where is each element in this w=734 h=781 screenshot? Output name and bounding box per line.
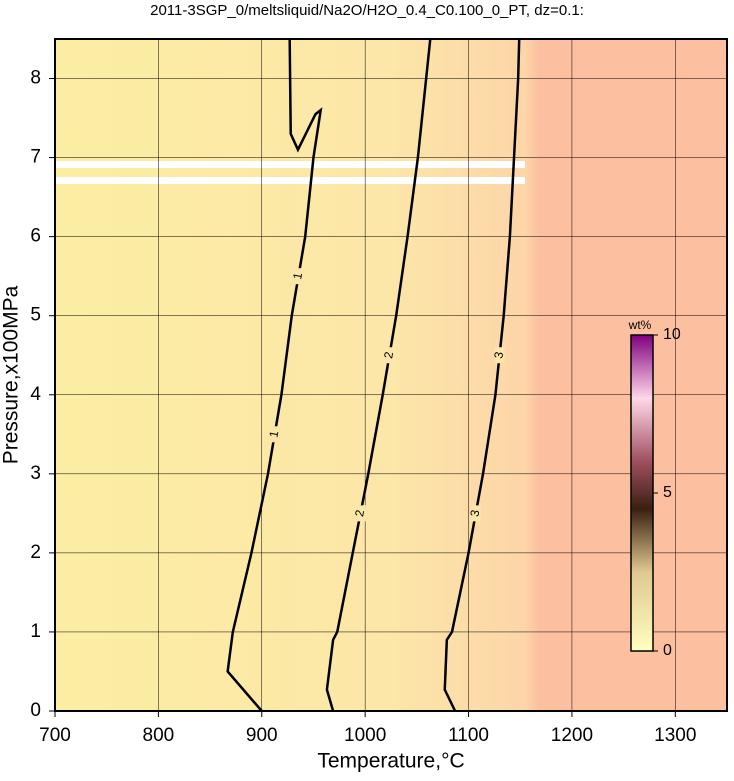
- contour-line: [443, 38, 521, 712]
- contour-label-bg: [269, 426, 280, 443]
- y-tick-label: 3: [30, 463, 41, 484]
- colorbar-tick-label: 0: [663, 642, 672, 659]
- missing-band: [55, 161, 525, 168]
- y-tick-label: 6: [30, 226, 41, 247]
- x-tick-label: 1200: [551, 725, 593, 746]
- plot-frame: [54, 38, 728, 712]
- colorbar-tick-label: 10: [663, 326, 681, 343]
- contour-label: 2: [352, 508, 367, 517]
- contour-label-bg: [470, 505, 481, 522]
- x-tick-label: 800: [143, 725, 175, 746]
- contour-label: 2: [381, 350, 396, 359]
- y-axis-label: Pressure,x100MPa: [0, 285, 23, 464]
- contour-label-bg: [384, 347, 395, 364]
- x-axis-label: Temperature,°C: [317, 750, 464, 773]
- x-tick-label: 1300: [654, 725, 696, 746]
- y-tick-label: 8: [30, 68, 41, 89]
- contour-label-bg: [355, 505, 366, 522]
- y-tick-label: 5: [30, 305, 41, 326]
- y-tick-label: 4: [30, 384, 41, 405]
- contours: 1 1 2 2 3 3: [226, 38, 521, 712]
- y-tick-label: 7: [30, 147, 41, 168]
- contour-label-bg: [293, 268, 304, 285]
- colorbar-tick-label: 5: [663, 484, 672, 501]
- colorbar-label: wt%: [628, 318, 652, 332]
- contour-label-bg: [494, 347, 505, 364]
- y-tick-label: 2: [30, 542, 41, 563]
- colorbar: [630, 334, 654, 652]
- chart-title: 2011-3SGP_0/meltsliquid/Na2O/H2O_0.4_C0.…: [150, 2, 584, 19]
- x-tick-label: 900: [246, 725, 278, 746]
- contour-label: 1: [290, 271, 305, 280]
- contour-label: 1: [266, 429, 281, 438]
- y-tick-label: 1: [30, 621, 41, 642]
- y-tick-label: 0: [30, 700, 41, 721]
- plot-background: [55, 39, 727, 711]
- x-tick-label: 1100: [448, 725, 489, 746]
- grid: [54, 39, 727, 712]
- contour-label: 3: [491, 350, 506, 359]
- x-tick-label: 700: [39, 725, 71, 746]
- contour-line: [325, 38, 432, 712]
- x-tick-label: 1000: [344, 725, 386, 746]
- contour-label: 3: [467, 508, 482, 517]
- missing-band: [55, 177, 525, 184]
